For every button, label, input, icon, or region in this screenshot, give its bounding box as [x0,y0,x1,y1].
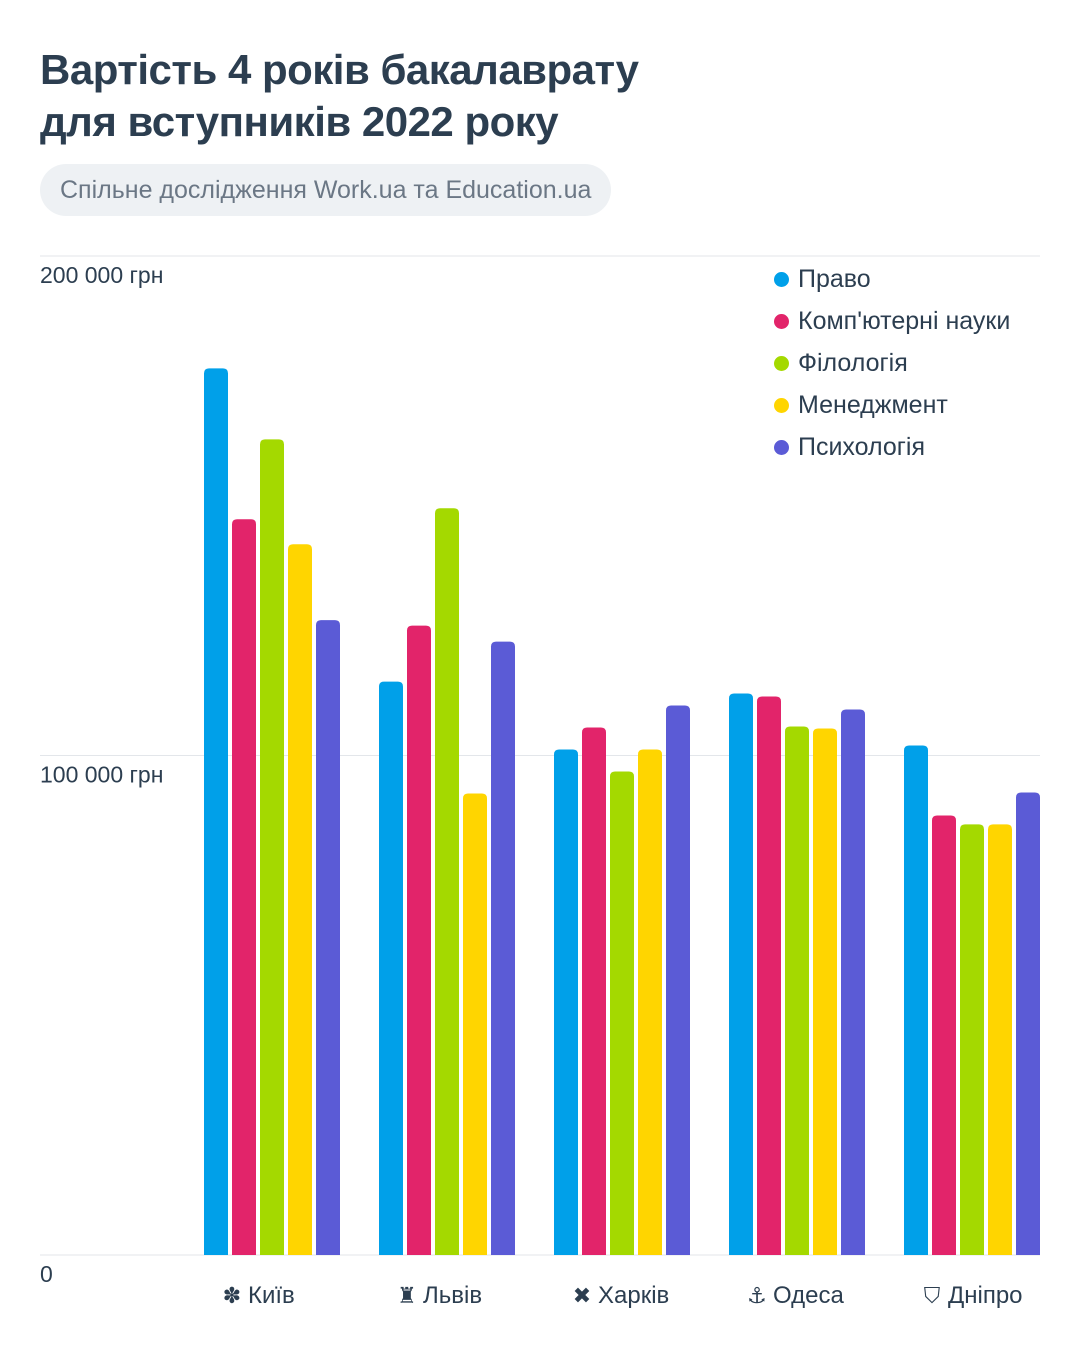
bar-1-3 [554,749,578,1255]
bar-5-1 [316,620,340,1255]
legend: Право Комп'ютерні науки Філологія Менеджмен… [774,258,1010,468]
legend-label: Менеджмент [798,390,948,419]
shield-icon: ⛉ [924,1284,941,1309]
bar-1-5 [904,745,928,1255]
bar-4-3 [638,749,662,1255]
x-tick-label: Київ [248,1282,295,1309]
legend-dot-icon [774,439,789,455]
bar-3-4 [785,726,809,1255]
title-line-2: для вступників 2022 року [40,98,559,145]
legend-item: Комп'ютерні науки [774,300,1010,342]
x-tick-5: ⛉ Дніпро [924,1282,1023,1309]
bar-1-4 [729,693,753,1255]
bar-5-2 [491,641,515,1255]
y-tick-label: 0 [40,1261,53,1287]
x-tick-1: ✽ Київ [223,1282,295,1309]
x-tick-2: ♜ Львів [397,1282,482,1309]
chart-title: Вартість 4 років бакалаврату для вступни… [40,44,639,148]
bar-1-1 [204,368,228,1255]
legend-dot-icon [774,271,789,287]
bar-4-4 [813,728,837,1255]
bar-4-5 [988,824,1012,1255]
legend-label: Філологія [798,348,908,377]
x-tick-label: Харків [598,1282,669,1309]
chestnut-leaf-icon: ✽ [223,1284,241,1309]
y-tick-label: 100 000 грн [40,762,163,788]
legend-dot-icon [774,355,789,371]
x-tick-label: Дніпро [948,1282,1023,1309]
subtitle-badge: Спільне дослідження Work.ua та Education… [40,164,612,216]
bar-2-2 [407,625,431,1255]
bar-2-1 [232,519,256,1255]
x-tick-label: Одеса [773,1282,844,1309]
bar-5-5 [1016,792,1040,1255]
bar-2-5 [932,815,956,1255]
bar-3-2 [435,508,459,1255]
legend-label: Право [798,264,871,293]
x-tick-4: ⚓ Одеса [747,1282,844,1309]
legend-item: Право [774,258,1010,300]
bar-3-1 [260,439,284,1255]
bar-4-2 [463,793,487,1255]
legend-label: Комп'ютерні науки [798,306,1011,335]
bar-5-3 [666,705,690,1255]
legend-dot-icon [774,313,789,329]
legend-item: Філологія [774,342,1010,384]
legend-item: Психологія [774,426,1010,468]
bar-2-3 [582,727,606,1255]
x-tick-label: Львів [423,1282,482,1309]
x-tick-3: ✖ Харків [573,1282,670,1309]
legend-dot-icon [774,397,789,413]
bar-4-1 [288,544,312,1255]
kharkiv-emblem-icon: ✖ [573,1284,591,1309]
bar-3-3 [610,771,634,1255]
bar-3-5 [960,824,984,1255]
anchor-icon: ⚓ [747,1284,767,1309]
legend-item: Менеджмент [774,384,1010,426]
bar-1-2 [379,681,403,1255]
title-line-1: Вартість 4 років бакалаврату [40,46,639,93]
bar-2-4 [757,696,781,1255]
bar-5-4 [841,709,865,1255]
y-tick-label: 200 000 грн [40,262,163,288]
city-skyline-icon: ♜ [397,1284,417,1309]
legend-label: Психологія [798,432,925,461]
